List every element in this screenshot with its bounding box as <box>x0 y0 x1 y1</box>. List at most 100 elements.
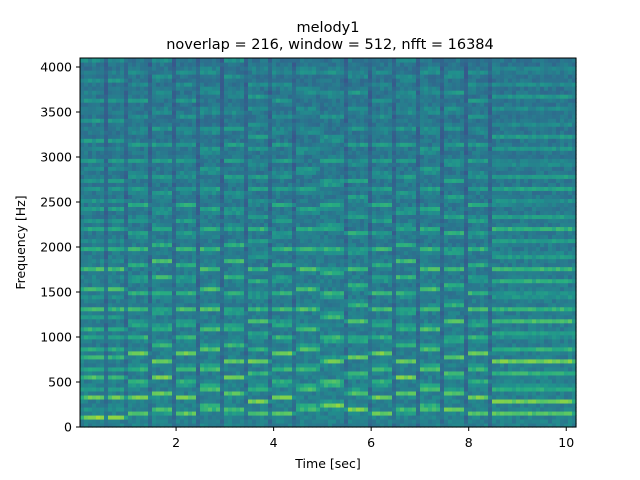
heatmap-cell <box>188 122 193 127</box>
heatmap-cell <box>152 186 157 191</box>
heatmap-cell <box>208 114 213 119</box>
heatmap-cell <box>164 102 169 107</box>
heatmap-cell <box>148 90 153 95</box>
heatmap-cell <box>268 406 273 412</box>
heatmap-cell <box>200 58 205 63</box>
heatmap-cell <box>208 174 213 179</box>
heatmap-cell <box>184 346 189 352</box>
heatmap-cell <box>120 102 125 107</box>
heatmap-cell <box>168 114 173 119</box>
heatmap-cell <box>172 202 177 207</box>
heatmap-cell <box>240 190 245 195</box>
heatmap-cell <box>168 354 173 360</box>
heatmap-cell <box>276 334 281 340</box>
heatmap-cell <box>188 218 193 224</box>
heatmap-cell <box>192 374 197 380</box>
heatmap-cell <box>136 278 141 284</box>
heatmap-cell <box>256 418 261 424</box>
heatmap-cell <box>208 294 213 300</box>
heatmap-cell <box>188 190 193 195</box>
heatmap-cell <box>288 226 293 232</box>
heatmap-cell <box>180 286 185 292</box>
heatmap-cell <box>156 422 161 428</box>
heatmap-cell <box>204 90 209 95</box>
heatmap-cell <box>184 354 189 360</box>
heatmap-cell <box>244 226 249 232</box>
heatmap-cell <box>224 194 229 199</box>
heatmap-cell <box>292 306 297 312</box>
heatmap-cell <box>184 74 189 79</box>
heatmap-cell <box>292 190 297 195</box>
heatmap-cell <box>124 302 129 308</box>
heatmap-cell <box>140 214 145 220</box>
heatmap-cell <box>248 66 253 71</box>
heatmap-cell <box>156 214 161 220</box>
heatmap-cell <box>84 102 89 107</box>
heatmap-cell <box>244 282 249 288</box>
heatmap-cell <box>132 318 137 324</box>
heatmap-cell <box>92 294 97 300</box>
heatmap-cell <box>284 338 289 344</box>
heatmap-cell <box>244 154 249 159</box>
heatmap-cell <box>292 154 297 159</box>
heatmap-cell <box>148 206 153 212</box>
heatmap-cell <box>164 98 169 103</box>
heatmap-cell <box>104 150 109 155</box>
heatmap-cell <box>212 206 217 212</box>
heatmap-cell <box>124 254 129 260</box>
heatmap-cell <box>232 186 237 191</box>
heatmap-cell <box>252 190 257 195</box>
heatmap-cell <box>112 150 117 155</box>
heatmap-cell <box>156 402 161 408</box>
heatmap-cell <box>104 266 109 272</box>
heatmap-cell <box>224 346 229 352</box>
heatmap-cell <box>148 70 153 75</box>
heatmap-cell <box>240 74 245 79</box>
heatmap-cell <box>232 146 237 151</box>
heatmap-cell <box>256 370 261 376</box>
heatmap-cell <box>116 150 121 155</box>
heatmap-cell <box>208 130 213 135</box>
heatmap-cell <box>80 142 85 147</box>
heatmap-cell <box>240 114 245 119</box>
heatmap-cell <box>144 310 149 316</box>
heatmap-cell <box>264 322 269 328</box>
heatmap-cell <box>116 342 121 348</box>
heatmap-cell <box>168 346 173 352</box>
heatmap-cell <box>96 406 101 412</box>
heatmap-cell <box>148 138 153 143</box>
heatmap-cell <box>148 314 153 320</box>
heatmap-cell <box>216 398 221 404</box>
heatmap-cell <box>200 194 205 199</box>
heatmap-cell <box>160 278 165 284</box>
heatmap-cell <box>104 306 109 312</box>
heatmap-cell <box>132 330 137 336</box>
heatmap-cell <box>260 158 265 163</box>
heatmap-cell <box>252 78 257 83</box>
heatmap-cell <box>188 346 193 352</box>
heatmap-cell <box>88 402 93 408</box>
heatmap-cell <box>236 278 241 284</box>
heatmap-cell <box>148 266 153 272</box>
heatmap-cell <box>280 266 285 272</box>
heatmap-cell <box>292 162 297 167</box>
heatmap-cell <box>292 278 297 284</box>
heatmap-cell <box>128 114 133 119</box>
heatmap-cell <box>128 402 133 408</box>
heatmap-cell <box>104 274 109 280</box>
heatmap-cell <box>224 250 229 256</box>
heatmap-cell <box>108 402 113 408</box>
heatmap-cell <box>196 382 201 388</box>
heatmap-cell <box>292 142 297 147</box>
heatmap-cell <box>108 238 113 244</box>
heatmap-cell <box>124 338 129 344</box>
heatmap-cell <box>156 418 161 424</box>
heatmap-cell <box>164 318 169 324</box>
heatmap-cell <box>80 218 85 224</box>
heatmap-cell <box>136 138 141 143</box>
heatmap-cell <box>140 410 145 416</box>
heatmap-cell <box>192 286 197 292</box>
heatmap-cell <box>224 282 229 288</box>
heatmap-cell <box>152 362 157 368</box>
heatmap-cell <box>136 322 141 328</box>
